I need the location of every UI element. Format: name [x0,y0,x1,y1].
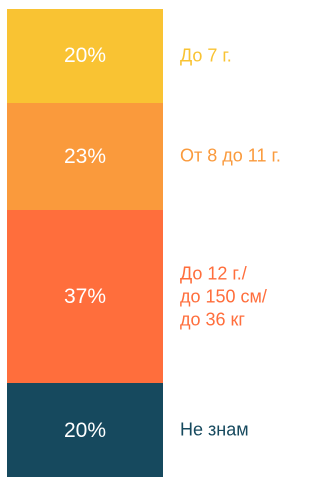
data-label: 20% [63,418,107,442]
stacked-bar: 20% 23% 37% 20% [7,9,163,477]
data-label: 20% [63,44,107,68]
bar-segment: 20% [7,9,163,103]
data-label: 37% [63,285,107,309]
bar-segment: 20% [7,383,163,477]
data-label: 23% [63,144,107,168]
bar-segment: 23% [7,102,163,211]
category-label: От 8 до 11 г. [180,145,281,166]
category-label: До 7 г. [180,45,232,66]
category-label: Не знам [180,419,249,440]
bar-segment: 37% [7,210,163,384]
category-label: До 12 г./ до 150 см/ до 36 кг [180,263,267,330]
